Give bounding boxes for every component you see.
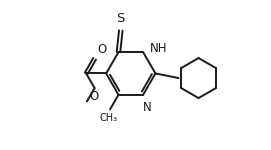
Text: O: O bbox=[89, 90, 98, 103]
Text: NH: NH bbox=[150, 42, 167, 55]
Text: CH₃: CH₃ bbox=[99, 113, 118, 123]
Text: O: O bbox=[97, 44, 106, 56]
Text: S: S bbox=[117, 12, 125, 25]
Text: N: N bbox=[143, 101, 151, 114]
